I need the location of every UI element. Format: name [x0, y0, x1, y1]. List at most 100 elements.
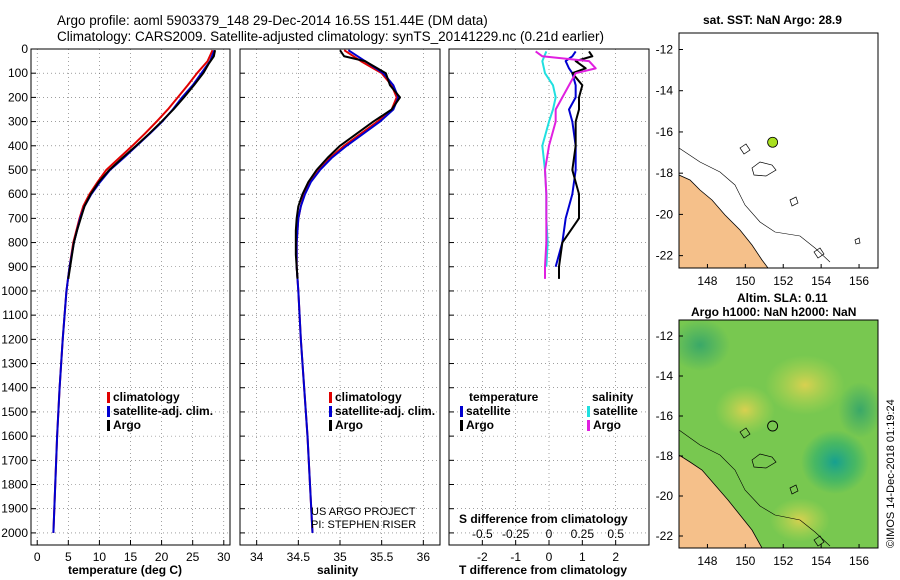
salinity-xtick-label: 34 [250, 550, 264, 564]
sla-map-island-2 [739, 427, 751, 439]
depth-tick-label: 100 [8, 66, 28, 80]
sla-eddy-north-high [765, 355, 845, 415]
salinity-legend-argo: Argo [335, 418, 363, 432]
salinity-xtick-label: 34.5 [287, 550, 311, 564]
sst-map-island-1 [751, 161, 777, 177]
salinity-series-satellite-adj-clim- [295, 49, 400, 533]
temperature-legend-mark-satellite [107, 406, 110, 417]
difference-x2tick-label: 0 [546, 527, 553, 541]
sst-map-panel: 148 150 152 154 156 -12 -14 -16 -18 -20 -22 [656, 32, 879, 288]
difference-xtick-label: 2 [612, 550, 619, 564]
depth-tick-label: 1600 [1, 429, 28, 443]
figure-title-line2: Climatology: CARS2009. Satellite-adjuste… [57, 29, 605, 44]
sst-map-xtick-label: 156 [849, 274, 869, 288]
difference-legend-mark-t-argo [460, 420, 463, 431]
sla-map-ytick-label: -20 [656, 489, 674, 503]
difference-series-s-argo [535, 50, 597, 279]
depth-tick-label: 1700 [1, 453, 28, 467]
temperature-xtick-label: 0 [34, 550, 41, 564]
difference-xtick-label: 1 [579, 550, 586, 564]
salinity-legend-climatology: climatology [335, 390, 402, 404]
sst-map-reef-contour [679, 147, 831, 263]
depth-tick-label: 200 [8, 90, 28, 104]
temperature-xtick-label: 20 [155, 550, 169, 564]
sla-eddy-east [838, 382, 878, 438]
sla-map-island-3 [789, 484, 799, 495]
sst-map-ytick-label: -12 [656, 42, 674, 56]
temperature-xtick-label: 25 [186, 550, 200, 564]
sla-map-ticks: 148 150 152 154 156 -12 -14 -16 -18 -20 -22 [656, 329, 870, 568]
sla-map-title-line1: Altim. SLA: 0.11 [737, 291, 828, 305]
sla-eddy-nw [679, 320, 730, 371]
sst-map-ytick-label: -22 [656, 249, 674, 263]
difference-x2label: S difference from climatology [459, 512, 628, 526]
temperature-lines [52, 49, 217, 533]
temperature-series-climatology [52, 49, 214, 533]
salinity-xtick-label: 35.5 [370, 550, 394, 564]
temperature-legend-argo: Argo [113, 418, 141, 432]
depth-tick-label: 1000 [1, 284, 28, 298]
figure-title-line1: Argo profile: aoml 5903379_148 29-Dec-20… [57, 13, 488, 28]
depth-tick-label: 1800 [1, 478, 28, 492]
temperature-series-argo [67, 50, 217, 280]
depth-tick-label: 400 [8, 139, 28, 153]
salinity-ticks: 34 34.5 35 35.5 36 [240, 48, 431, 564]
sla-eddy-west-high [715, 385, 775, 435]
depth-tick-label: 800 [8, 236, 28, 250]
imos-watermark: ©IMOS 14-Dec-2018 01:19:24 [885, 399, 897, 548]
sla-map-xtick-label: 152 [773, 554, 793, 568]
difference-xtick-label: -1 [510, 550, 521, 564]
temperature-legend-mark-argo [107, 420, 110, 431]
sla-map-argo-location [767, 420, 779, 432]
depth-tick-label: 900 [8, 260, 28, 274]
temperature-xtick-label: 10 [93, 550, 107, 564]
difference-legend-t-satellite: satellite [466, 404, 511, 418]
salinity-series-climatology [295, 49, 398, 533]
difference-panel: -2 -1 0 1 2 -0.5 -0.25 0 0.25 0.5 [448, 48, 650, 564]
difference-legend-title-salinity: salinity [592, 390, 634, 404]
difference-legend-mark-s-argo [587, 420, 590, 431]
depth-tick-label: 1100 [2, 308, 28, 322]
sst-map-ytick-label: -14 [656, 84, 674, 98]
sla-map-xtick-label: 148 [697, 554, 717, 568]
sla-map-ytick-label: -14 [656, 369, 674, 383]
difference-legend-s-satellite: satellite [593, 404, 638, 418]
salinity-xtick-label: 35 [333, 550, 347, 564]
sla-map-ytick-label: -12 [656, 329, 674, 343]
sst-map-ytick-label: -16 [656, 125, 674, 139]
salinity-xtick-label: 36 [417, 550, 431, 564]
temperature-legend-satellite: satellite-adj. clim. [113, 404, 214, 418]
legend-marks [107, 392, 590, 431]
sla-map-ytick-label: -18 [656, 449, 674, 463]
depth-tick-label: 700 [8, 211, 28, 225]
temperature-ticks: 0 5 10 15 20 25 300100200300400500600700800900… [1, 42, 230, 564]
sst-map-island-2 [739, 143, 751, 155]
difference-legend-s-argo: Argo [593, 418, 621, 432]
sla-map-ytick-label: -22 [656, 529, 674, 543]
difference-ticks: -2 -1 0 1 2 -0.5 -0.25 0 0.25 0.5 [449, 48, 624, 564]
sla-map-island-4 [813, 535, 825, 547]
difference-legend-t-argo: Argo [466, 418, 494, 432]
salinity-legend-mark-climatology [329, 392, 332, 403]
salinity-series-argo [294, 49, 401, 279]
depth-tick-label: 600 [8, 187, 28, 201]
difference-x2tick-label: 0.5 [607, 527, 624, 541]
depth-tick-label: 500 [8, 163, 28, 177]
sla-eddy-low [801, 430, 869, 494]
difference-series-t-argo [558, 50, 594, 279]
depth-tick-label: 1400 [1, 381, 28, 395]
depth-tick-label: 1500 [1, 405, 28, 419]
difference-legend-title-temperature: temperature [469, 390, 539, 404]
depth-tick-label: 2000 [1, 526, 28, 540]
difference-legend-mark-s-satellite [587, 406, 590, 417]
sst-map-title: sat. SST: NaN Argo: 28.9 [703, 13, 842, 27]
sst-map-ticks: 148 150 152 154 156 -12 -14 -16 -18 -20 -22 [656, 42, 870, 288]
sst-map-ytick-label: -18 [656, 166, 674, 180]
sst-map-island-4 [813, 247, 825, 259]
difference-series-t-satellite [554, 50, 577, 268]
salinity-panel: 34 34.5 35 35.5 36 [239, 48, 441, 564]
sst-map-ytick-label: -20 [656, 207, 674, 221]
difference-xtick-label: 0 [546, 550, 553, 564]
temperature-series-satellite-adj-clim- [52, 49, 216, 533]
temperature-xtick-label: 15 [124, 550, 138, 564]
